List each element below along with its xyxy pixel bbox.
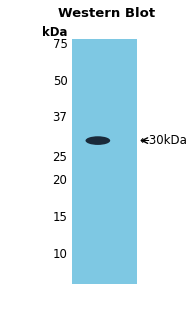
Text: 75: 75 xyxy=(53,38,67,51)
Ellipse shape xyxy=(86,136,110,145)
Text: 37: 37 xyxy=(53,111,67,124)
Text: Western Blot: Western Blot xyxy=(58,7,155,20)
Bar xyxy=(72,39,137,284)
Text: 25: 25 xyxy=(53,151,67,164)
Text: 50: 50 xyxy=(53,75,67,88)
Text: 15: 15 xyxy=(53,211,67,224)
Text: ←30kDa: ←30kDa xyxy=(140,134,188,147)
Text: kDa: kDa xyxy=(42,26,67,39)
Text: 20: 20 xyxy=(53,174,67,187)
Text: 10: 10 xyxy=(53,248,67,261)
